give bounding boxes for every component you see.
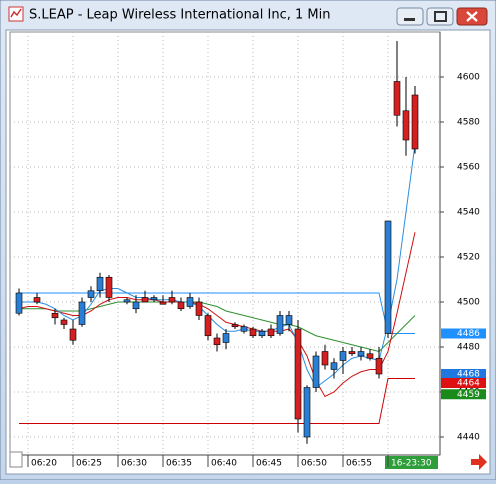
price-tag	[441, 389, 486, 400]
y-tick-label: 4440	[457, 433, 480, 443]
candle-body	[303, 387, 311, 438]
maximize-glyph	[434, 11, 447, 22]
candle-body	[51, 312, 59, 319]
candle-body	[96, 276, 104, 292]
price-tag-label: 4464	[457, 379, 480, 389]
y-tick-label: 4520	[457, 253, 480, 263]
y-tick-label: 4540	[457, 208, 480, 218]
candle-body	[33, 297, 41, 303]
minimize-button[interactable]	[396, 7, 424, 26]
candle-body	[366, 353, 374, 359]
y-tick-label: 4500	[457, 298, 480, 308]
candle-body	[375, 357, 383, 375]
candle-body	[357, 351, 365, 357]
candle-body	[60, 319, 68, 325]
indicator-line	[19, 378, 415, 424]
y-tick-label: 4560	[457, 163, 480, 173]
x-tick-label: 06:35	[166, 459, 192, 469]
candle-body	[186, 297, 194, 307]
x-tick-label: 06:30	[121, 459, 147, 469]
x-tick-label: 06:20	[31, 459, 57, 469]
candle-body	[231, 324, 239, 328]
candle-body	[195, 301, 203, 316]
plot: 44404460448045004520454045604580460006:2…	[10, 32, 486, 469]
candle-body	[222, 333, 230, 343]
candle-body	[348, 351, 356, 355]
window-title: S.LEAP - Leap Wireless International Inc…	[29, 8, 330, 23]
candle-body	[393, 81, 401, 116]
price-tag-label: 4486	[457, 329, 480, 339]
candle-body	[267, 328, 275, 337]
price-tag	[441, 378, 486, 388]
candle-body	[105, 276, 113, 298]
indicator-line	[19, 292, 415, 334]
x-tick-label: 06:25	[76, 459, 102, 469]
candle-body	[285, 315, 293, 325]
candle-body	[87, 290, 95, 298]
x-tick-label: 16-23:30	[391, 459, 432, 469]
x-tick-label: 06:40	[211, 459, 237, 469]
price-tag	[441, 369, 486, 379]
close-glyph	[466, 11, 478, 22]
y-tick-label: 4600	[457, 73, 480, 83]
current-time-highlight	[385, 456, 438, 469]
x-tick-label: 06:50	[301, 459, 327, 469]
candle-body	[384, 220, 392, 334]
x-tick-label: 06:45	[256, 459, 282, 469]
candle-body	[276, 315, 284, 334]
candle-body	[402, 110, 410, 141]
price-tag-label: 4468	[457, 370, 480, 380]
candle-body	[69, 328, 77, 341]
y-tick-label: 4480	[457, 343, 480, 353]
price-tag	[441, 328, 486, 339]
minimize-glyph	[404, 18, 415, 21]
candle-body	[150, 297, 158, 301]
candle-body	[15, 292, 23, 314]
candle-body	[213, 337, 221, 346]
x-tick-label: 06:55	[346, 459, 372, 469]
candle-body	[204, 315, 212, 337]
candle-body	[159, 301, 167, 305]
maximize-button[interactable]	[426, 7, 454, 26]
scroll-box[interactable]	[9, 451, 23, 468]
candle-body	[177, 301, 185, 310]
candle-body	[141, 297, 149, 303]
candle-body	[339, 351, 347, 361]
candle-body	[132, 301, 140, 310]
candle-body	[240, 326, 248, 332]
candle-body	[321, 351, 329, 366]
candle-body	[258, 330, 266, 337]
price-tag-label: 4459	[457, 390, 480, 400]
candle-body	[330, 362, 338, 370]
y-tick-label: 4580	[457, 118, 480, 128]
candle-body	[312, 355, 320, 388]
candle-body	[168, 297, 176, 303]
candle-body	[411, 94, 419, 150]
candle-body	[294, 328, 302, 420]
candle-body	[78, 301, 86, 325]
scroll-right-arrow[interactable]	[471, 454, 487, 470]
candle-body	[123, 299, 131, 303]
candle-body	[249, 328, 257, 337]
app-icon-glyph	[10, 8, 22, 18]
